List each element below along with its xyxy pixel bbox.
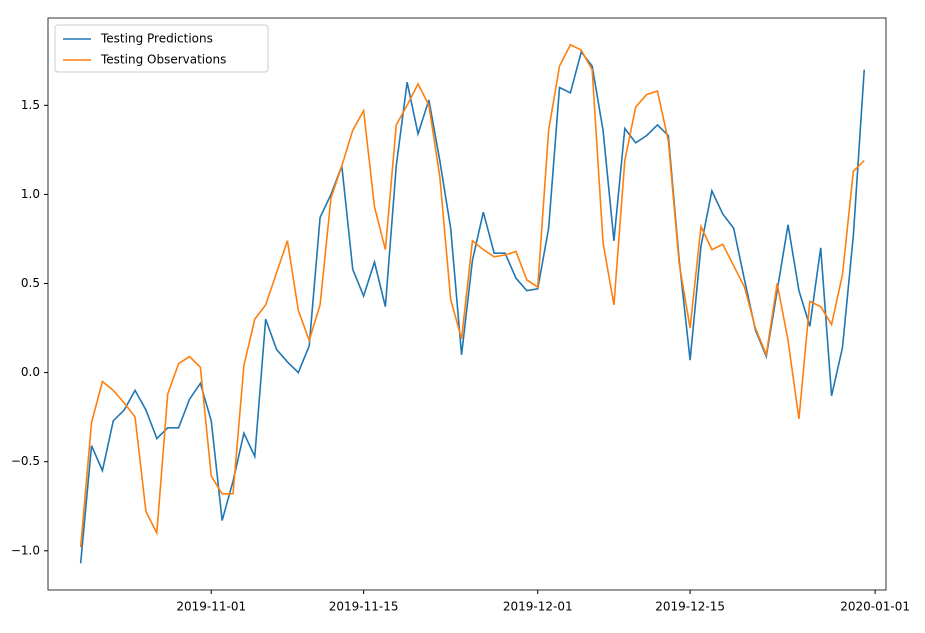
y-tick-label: 1.0 xyxy=(21,187,40,201)
x-tick-label: 2019-12-15 xyxy=(655,600,725,614)
legend-label: Testing Predictions xyxy=(100,32,213,46)
x-tick-label: 2019-12-01 xyxy=(503,600,573,614)
y-tick-label: 0.5 xyxy=(21,276,40,290)
legend-box xyxy=(54,24,269,73)
x-tick-label: 2020-01-01 xyxy=(840,600,910,614)
x-tick-label: 2019-11-15 xyxy=(329,600,399,614)
series-line xyxy=(79,43,865,548)
x-tick-label: 2019-11-01 xyxy=(176,600,246,614)
y-tick-label: 0.0 xyxy=(21,365,40,379)
y-tick-label: 1.5 xyxy=(21,98,40,112)
series-line xyxy=(79,50,866,564)
legend-label: Testing Observations xyxy=(100,53,226,67)
plot-frame xyxy=(47,17,887,591)
y-tick-label: −0.5 xyxy=(11,454,40,468)
y-tick-label: −1.0 xyxy=(11,543,40,557)
